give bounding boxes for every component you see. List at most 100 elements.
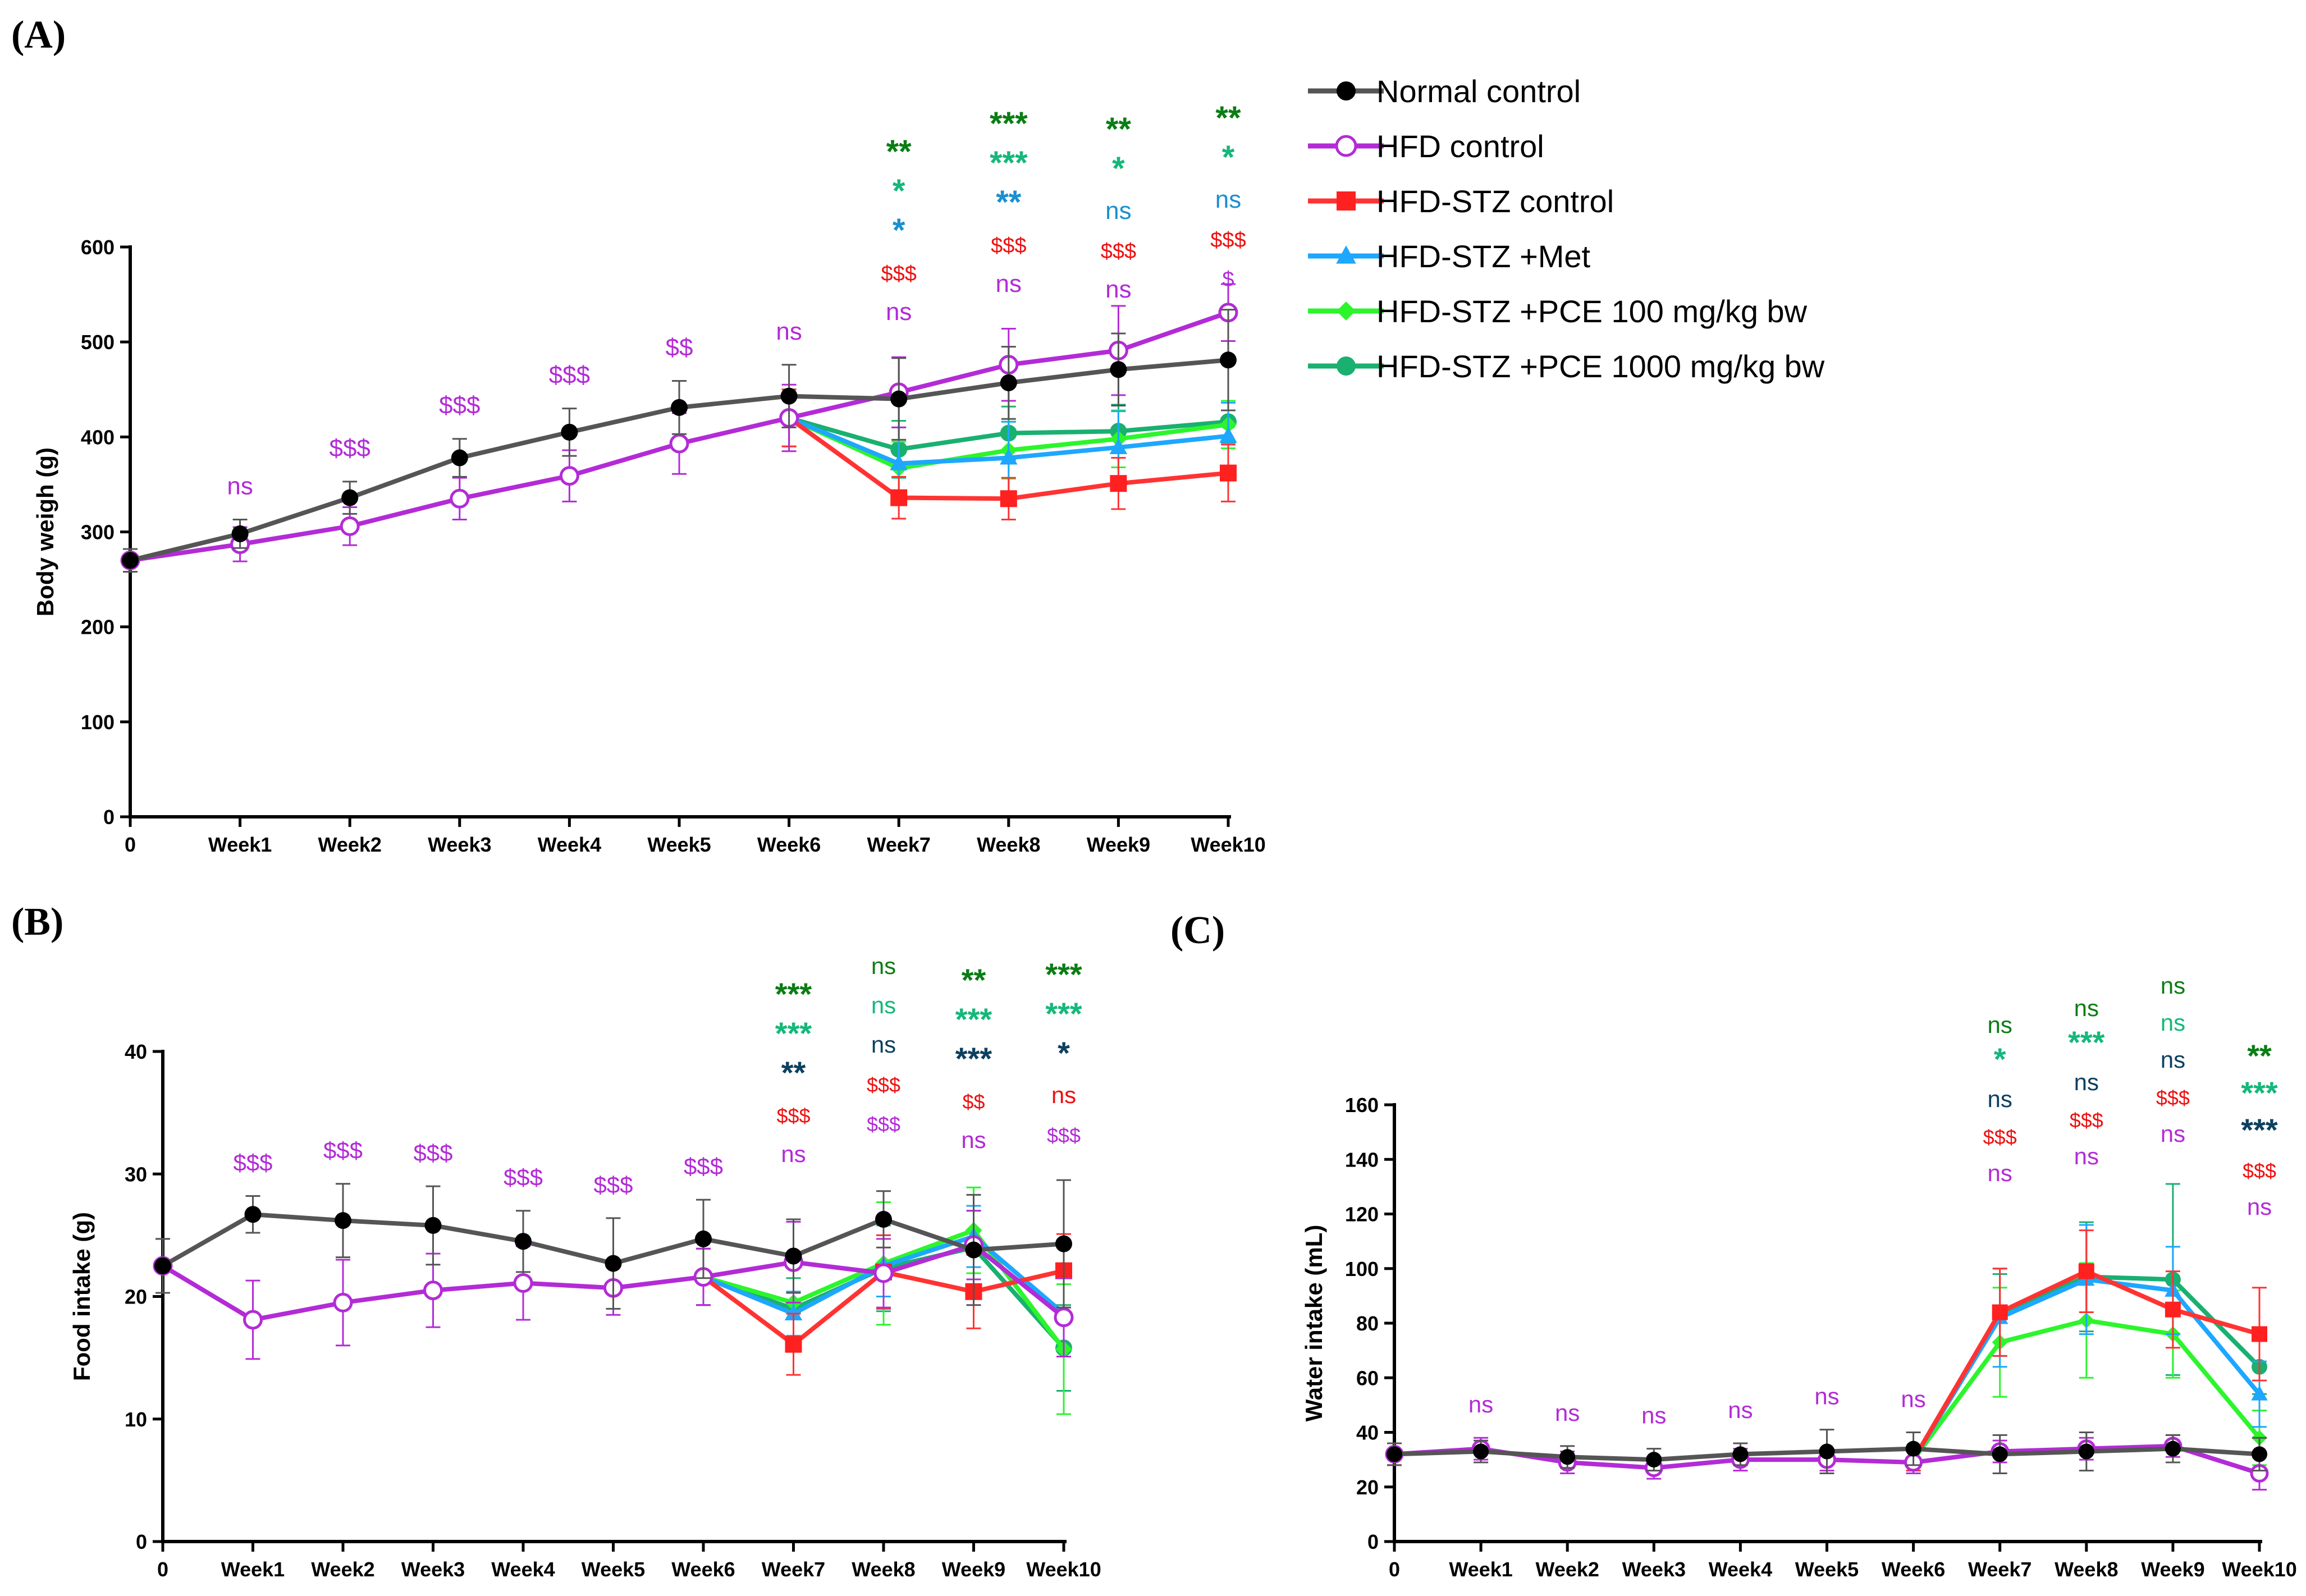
series-hfd-stz-control <box>781 388 1237 521</box>
data-point <box>1905 1440 1921 1457</box>
x-tick-label: Week2 <box>311 1558 374 1581</box>
data-point <box>785 1336 802 1353</box>
data-point <box>1992 1304 2008 1320</box>
x-tick-label: Week5 <box>582 1558 645 1581</box>
legend-item-hfd-control: HFD control <box>1308 129 1544 164</box>
legend-label: Normal control <box>1376 74 1581 109</box>
data-point <box>561 423 578 441</box>
significance-label: ns <box>1105 197 1131 225</box>
x-tick-label: Week7 <box>762 1558 825 1581</box>
significance-label: ns <box>1105 276 1131 303</box>
data-point <box>1000 449 1018 465</box>
significance-label: $$$ <box>684 1153 723 1179</box>
significance-label: ** <box>781 1055 806 1090</box>
data-point <box>335 1212 351 1229</box>
significance-label: $$$ <box>776 1104 810 1127</box>
body-weight-chart: 0 100 200 300 400 500 600 0 Week1 Week2 Week3 Week4… <box>32 100 1266 856</box>
significance-label: $ <box>1222 268 1234 291</box>
x-tick-label: 0 <box>157 1558 168 1581</box>
significance-label: *** <box>2241 1075 2278 1110</box>
significance-label: $$$ <box>991 234 1026 258</box>
data-point <box>965 1241 982 1259</box>
significance-label: *** <box>1045 957 1082 992</box>
x-tick-label: Week8 <box>977 833 1040 856</box>
y-tick-label: 0 <box>1367 1530 1379 1553</box>
legend-item-hfd-stz-control: HFD-STZ control <box>1308 184 1614 219</box>
significance-label: * <box>1994 1041 2006 1077</box>
x-tick-label: 0 <box>125 833 136 856</box>
panel-label-c: (C) <box>1170 909 1225 952</box>
data-point <box>559 466 579 486</box>
data-point <box>1220 464 1237 482</box>
significance-label: ** <box>1106 111 1132 148</box>
significance-label: ns <box>996 270 1022 298</box>
legend-label: HFD-STZ +PCE 100 mg/kg bw <box>1376 294 1808 329</box>
data-point <box>2078 1443 2094 1460</box>
significance-label: $$$ <box>881 262 916 286</box>
significance-label: $$$ <box>867 1073 900 1096</box>
y-tick-label: 0 <box>103 806 115 829</box>
legend-marker <box>1337 191 1356 211</box>
data-point <box>154 1257 171 1274</box>
y-tick-label: 20 <box>1356 1476 1379 1499</box>
significance-label: ns <box>1988 1012 2012 1038</box>
y-tick-label: 500 <box>81 331 115 354</box>
significance-label: ns <box>886 298 912 326</box>
significance-label: ns <box>776 318 802 345</box>
significance-label: ns <box>1468 1391 1493 1417</box>
legend-item-hfd-stz-met: HFD-STZ +Met <box>1308 239 1591 274</box>
significance-label: * <box>1222 139 1235 176</box>
data-point <box>231 525 249 542</box>
significance-label: *** <box>775 1016 812 1051</box>
significance-label: $$$ <box>504 1164 543 1191</box>
data-point <box>671 399 688 416</box>
data-point <box>1000 374 1017 391</box>
y-tick-label: 300 <box>81 521 115 544</box>
significance-label: ns <box>1215 186 1241 213</box>
y-axis-title: Water intake (mL) <box>1301 1225 1327 1422</box>
data-point <box>333 1292 353 1313</box>
significance-label: ** <box>962 962 986 998</box>
data-point <box>423 1281 443 1301</box>
y-axis-title: Food intake (g) <box>68 1212 95 1381</box>
series-hfd-stz-control <box>1906 1229 2267 1472</box>
data-point <box>2251 1385 2268 1401</box>
y-tick-label: 40 <box>125 1040 147 1063</box>
significance-label: $$ <box>962 1090 985 1113</box>
data-point <box>515 1233 532 1250</box>
y-tick-label: 20 <box>125 1286 147 1309</box>
data-point <box>451 449 468 467</box>
data-point <box>2252 1446 2267 1462</box>
data-point <box>1387 1446 1402 1462</box>
legend-item-hfd-stz-pce-100-mg-kg-bw: HFD-STZ +PCE 100 mg/kg bw <box>1308 294 1808 329</box>
y-tick-label: 140 <box>1345 1148 1379 1171</box>
significance-label: ns <box>1814 1383 1839 1410</box>
significance-label: ns <box>2074 1069 2099 1095</box>
data-point <box>780 387 798 405</box>
x-tick-label: Week5 <box>1795 1558 1859 1581</box>
x-tick-label: Week4 <box>1709 1558 1772 1581</box>
significance-label: $$$ <box>1101 240 1136 263</box>
legend-marker <box>1337 301 1356 321</box>
significance-label: $$$ <box>323 1137 363 1164</box>
data-point <box>873 1263 894 1283</box>
y-tick-label: 400 <box>81 426 115 449</box>
data-point <box>1646 1452 1662 1468</box>
data-point <box>1992 1446 2008 1462</box>
y-tick-label: 60 <box>1356 1366 1379 1389</box>
significance-label: $$$ <box>2243 1159 2276 1182</box>
legend-label: HFD-STZ +PCE 1000 mg/kg bw <box>1376 349 1825 384</box>
significance-label: *** <box>955 1001 992 1037</box>
x-tick-label: Week6 <box>757 833 821 856</box>
significance-label: ns <box>2074 1143 2099 1169</box>
x-tick-label: Week6 <box>671 1558 735 1581</box>
significance-label: $$$ <box>549 362 590 389</box>
y-axis-title: Body weigh (g) <box>32 447 58 616</box>
significance-label: ** <box>996 184 1022 221</box>
legend-label: HFD-STZ +Met <box>1376 239 1591 274</box>
data-point <box>1054 1307 1074 1328</box>
significance-label: * <box>893 212 905 249</box>
significance-label: ** <box>2247 1038 2272 1073</box>
significance-label: $$$ <box>867 1113 900 1136</box>
x-tick-label: Week1 <box>1449 1558 1512 1581</box>
